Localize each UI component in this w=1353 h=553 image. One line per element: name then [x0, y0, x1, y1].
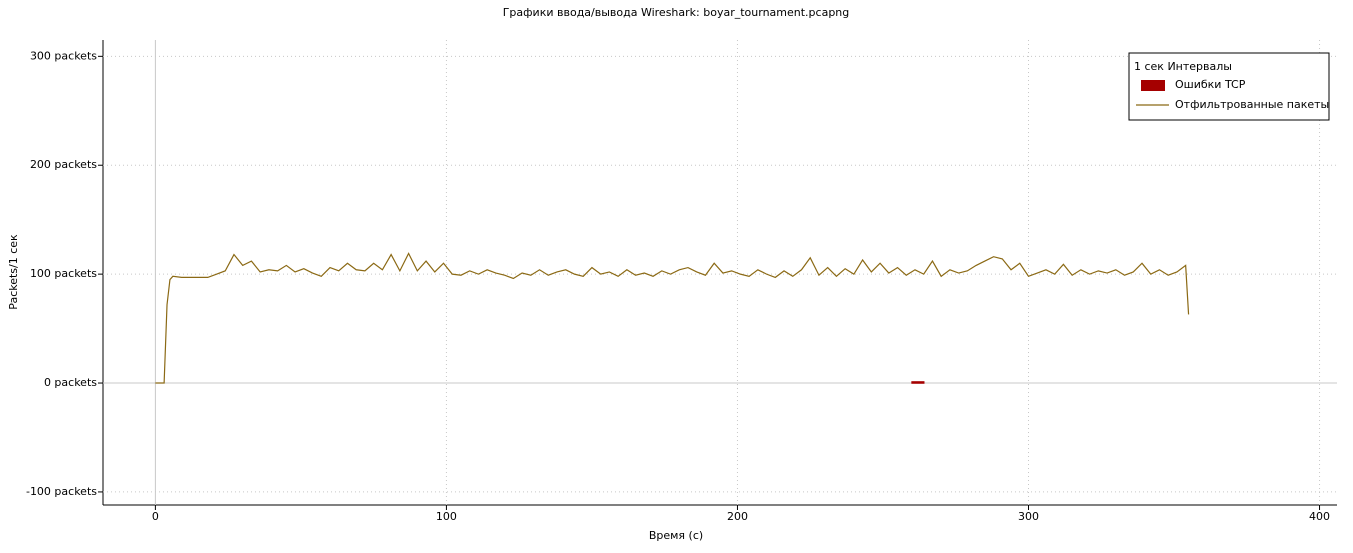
x-tick-label: 300 — [1018, 510, 1039, 523]
legend-label: Ошибки TCP — [1175, 78, 1246, 91]
x-tick-label: 200 — [727, 510, 748, 523]
chart-title: Графики ввода/вывода Wireshark: boyar_to… — [503, 6, 850, 19]
x-tick-label: 400 — [1309, 510, 1330, 523]
legend-label: Отфильтрованные пакеты — [1175, 98, 1329, 111]
bar — [911, 381, 925, 384]
y-tick-label: 200 packets — [30, 158, 97, 171]
legend: 1 сек Интервалы Ошибки TCP Отфильтрованные… — [1128, 52, 1330, 121]
y-tick-label: 0 packets — [44, 376, 97, 389]
series-line — [155, 252, 1190, 384]
x-tick-label: 100 — [436, 510, 457, 523]
y-axis-label: Packets/1 сек — [7, 234, 20, 310]
legend-swatch — [1141, 80, 1165, 91]
x-tick-label: 0 — [152, 510, 159, 523]
y-tick-label: -100 packets — [26, 485, 97, 498]
y-tick-label: 100 packets — [30, 267, 97, 280]
legend-title: 1 сек Интервалы — [1134, 60, 1232, 73]
x-axis-label: Время (с) — [649, 529, 703, 542]
y-tick-label: 300 packets — [30, 49, 97, 62]
